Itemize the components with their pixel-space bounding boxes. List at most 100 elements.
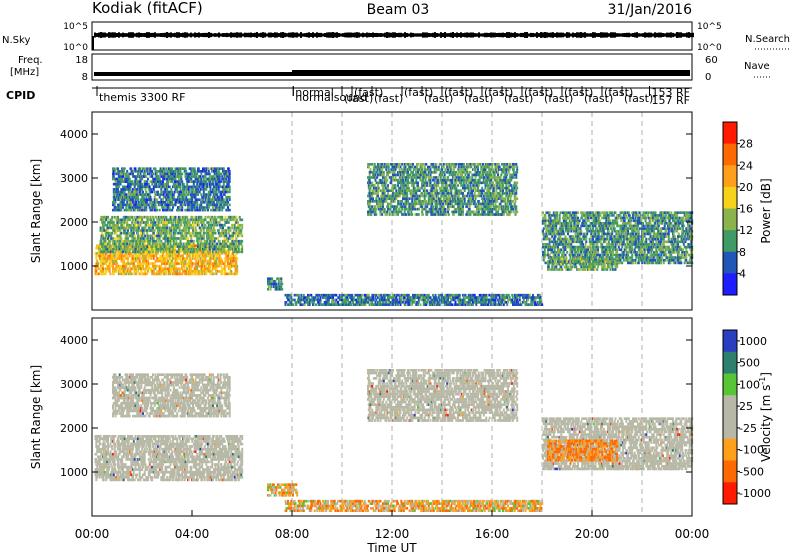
scatter-cell <box>112 265 114 268</box>
nsky-sample <box>650 33 652 38</box>
scatter-cell <box>170 229 172 232</box>
scatter-cell <box>193 219 195 222</box>
nsky-sample <box>432 33 434 37</box>
nsky-sample <box>102 32 104 37</box>
scatter-cell <box>107 237 109 240</box>
scatter-cell <box>224 262 226 265</box>
scatter-cell <box>155 255 157 258</box>
scatter-cell <box>179 229 181 232</box>
nsky-sample <box>400 33 402 37</box>
nsky-sample <box>428 33 430 37</box>
freq-label-line2: [MHz] <box>10 67 39 78</box>
nsky-sample <box>208 32 210 38</box>
scatter-cell <box>174 235 176 238</box>
nsky-trace <box>93 32 694 50</box>
nsky-sample <box>582 33 584 38</box>
nave-tick-top: 60 <box>705 55 718 66</box>
nsky-sample <box>532 33 534 37</box>
nsky-sample <box>602 32 604 37</box>
scatter-cell <box>160 235 162 238</box>
scatter-cell <box>104 221 106 224</box>
scatter-cell <box>205 273 207 276</box>
scatter-cell <box>148 257 150 260</box>
scatter-cell <box>105 262 107 265</box>
nsky-sample <box>202 33 204 37</box>
scatter-cell <box>126 255 128 258</box>
scatter-cell <box>184 268 186 271</box>
nsky-sample <box>572 33 574 38</box>
scatter-cell <box>203 262 205 265</box>
nsky-sample <box>150 33 152 37</box>
scatter-cell <box>171 260 173 263</box>
scatter-cell <box>190 260 192 263</box>
scatter-cell <box>109 268 111 271</box>
scatter-cell <box>137 232 139 235</box>
nsky-sample <box>158 33 160 36</box>
scatter-cell <box>165 270 167 273</box>
scatter-cell <box>123 257 125 260</box>
scatter-cell <box>193 240 195 243</box>
scatter-cell <box>102 265 104 268</box>
nsky-sample <box>118 32 120 37</box>
scatter-cell <box>139 257 141 260</box>
nsky-sample <box>594 32 596 37</box>
nsky-sample <box>674 33 676 36</box>
nsky-sample <box>200 33 202 37</box>
scatter-cell <box>232 262 234 265</box>
nsky-sample <box>554 33 556 37</box>
scatter-cell <box>115 251 117 254</box>
scatter-cell <box>100 248 102 251</box>
nsky-tick-bottom: 10^0 <box>63 43 88 53</box>
scatter-cell <box>185 219 187 222</box>
scatter-cell <box>191 216 193 219</box>
nsky-sample <box>326 32 328 37</box>
scatter-cell <box>163 251 165 254</box>
scatter-cell <box>111 216 113 219</box>
scatter-cell <box>107 219 109 222</box>
nsky-sample <box>384 33 386 38</box>
scatter-cell <box>181 232 183 235</box>
scatter-cell <box>95 257 97 260</box>
scatter-cell <box>148 265 150 268</box>
nsky-sample <box>230 32 232 37</box>
nsky-sample <box>640 33 642 36</box>
nsky-sample <box>258 33 260 37</box>
scatter-cell <box>147 270 149 273</box>
nsky-sample <box>552 32 554 38</box>
nave-line <box>292 70 690 71</box>
scatter-cell <box>159 237 161 240</box>
nsky-sample <box>530 33 532 37</box>
nsky-sample <box>558 33 560 38</box>
nsky-sample <box>402 33 404 36</box>
freq-tick-top: 18 <box>75 55 88 66</box>
nsky-sample <box>466 32 468 37</box>
scatter-cell <box>120 232 122 235</box>
nsky-sample <box>166 32 168 38</box>
scatter-cell <box>198 224 200 227</box>
scatter-cell <box>109 243 111 246</box>
scatter-cell <box>122 251 124 254</box>
nsky-sample <box>198 32 200 37</box>
scatter-cell <box>200 229 202 232</box>
nsky-sample <box>368 33 370 37</box>
nsky-sample <box>622 33 624 37</box>
scatter-cell <box>95 255 97 258</box>
scatter-cell <box>145 248 147 251</box>
scatter-cell <box>123 224 125 227</box>
nsky-sample <box>688 32 690 38</box>
nsky-sample <box>316 32 318 37</box>
scatter-cell <box>166 257 168 260</box>
scatter-cell <box>129 243 131 246</box>
scatter-cell <box>175 216 177 219</box>
scatter-cell <box>227 255 229 258</box>
nsky-sample <box>422 32 424 37</box>
nsky-sample <box>226 33 228 37</box>
scatter-cell <box>195 216 197 219</box>
nsky-sample <box>468 33 470 38</box>
nsky-sample <box>106 33 108 37</box>
scatter-cell <box>185 229 187 232</box>
nsky-sample <box>514 32 516 38</box>
nsky-sample <box>528 33 530 36</box>
nsky-sample <box>340 33 342 36</box>
nsky-sample <box>240 32 242 37</box>
